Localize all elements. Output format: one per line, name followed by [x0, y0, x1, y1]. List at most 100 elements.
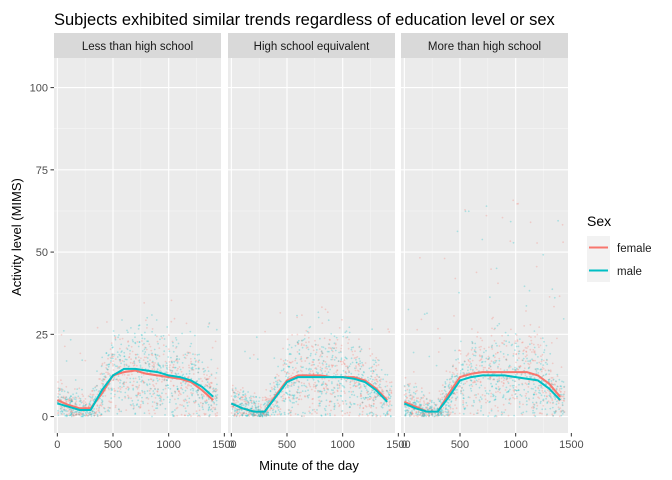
scatter-point — [168, 401, 171, 404]
scatter-point — [551, 288, 554, 291]
scatter-point — [112, 364, 114, 367]
scatter-point — [474, 377, 476, 380]
scatter-point — [91, 410, 94, 413]
scatter-point — [103, 375, 106, 378]
scatter-point — [269, 394, 272, 397]
scatter-point — [347, 369, 350, 372]
scatter-point — [201, 361, 204, 364]
scatter-point — [532, 349, 535, 351]
scatter-point — [437, 351, 440, 353]
scatter-point — [205, 402, 207, 405]
scatter-point — [453, 315, 455, 317]
scatter-point — [101, 400, 104, 403]
scatter-point — [461, 368, 464, 371]
scatter-point — [248, 413, 251, 416]
scatter-point — [318, 402, 321, 405]
scatter-point — [118, 366, 120, 368]
scatter-point — [292, 394, 295, 397]
scatter-point — [192, 392, 194, 395]
scatter-point — [170, 371, 173, 374]
scatter-point — [123, 355, 126, 358]
scatter-point — [280, 369, 283, 372]
scatter-point — [172, 345, 175, 347]
scatter-point — [253, 415, 256, 417]
scatter-point — [477, 412, 479, 414]
scatter-point — [267, 414, 269, 416]
scatter-point — [440, 413, 442, 416]
scatter-point — [369, 392, 372, 395]
scatter-point — [154, 362, 156, 364]
scatter-point — [346, 366, 349, 369]
scatter-point — [307, 336, 310, 339]
scatter-point — [384, 414, 387, 416]
scatter-point — [70, 412, 73, 415]
scatter-point — [332, 392, 334, 394]
scatter-point — [105, 364, 108, 366]
scatter-point — [140, 400, 143, 403]
scatter-point — [75, 411, 78, 413]
scatter-point — [318, 390, 321, 392]
scatter-point — [318, 358, 320, 361]
scatter-point — [215, 396, 218, 398]
scatter-point — [496, 351, 499, 354]
scatter-point — [113, 376, 116, 379]
scatter-point — [259, 408, 262, 411]
scatter-point — [533, 406, 535, 409]
scatter-point — [330, 389, 333, 391]
scatter-point — [559, 387, 561, 390]
scatter-point — [85, 403, 88, 405]
scatter-point — [334, 342, 337, 345]
scatter-point — [305, 329, 308, 332]
scatter-point — [511, 368, 514, 371]
scatter-point — [325, 383, 328, 386]
scatter-point — [496, 378, 499, 381]
scatter-point — [357, 363, 360, 365]
scatter-point — [108, 410, 110, 413]
scatter-point — [516, 373, 518, 375]
scatter-point — [497, 386, 500, 388]
scatter-point — [80, 415, 83, 418]
scatter-point — [412, 402, 414, 404]
scatter-point — [413, 401, 416, 403]
scatter-point — [466, 380, 468, 383]
scatter-point — [276, 384, 279, 387]
scatter-point — [476, 412, 478, 415]
scatter-point — [532, 409, 534, 412]
scatter-point — [348, 414, 351, 417]
scatter-point — [132, 340, 135, 343]
scatter-point — [69, 338, 72, 341]
scatter-point — [110, 357, 113, 360]
scatter-point — [190, 385, 193, 387]
scatter-point — [180, 382, 182, 385]
x-tick-label: 1500 — [212, 439, 236, 451]
scatter-point — [501, 412, 504, 415]
scatter-point — [168, 368, 171, 371]
scatter-point — [382, 392, 385, 395]
scatter-point — [75, 392, 78, 395]
scatter-point — [163, 378, 166, 380]
scatter-point — [506, 380, 509, 383]
scatter-point — [102, 382, 104, 385]
scatter-point — [180, 386, 183, 389]
x-tick-label: 500 — [451, 439, 469, 451]
scatter-point — [64, 415, 67, 417]
scatter-point — [455, 358, 457, 361]
scatter-point — [436, 415, 439, 418]
scatter-point — [488, 412, 491, 414]
scatter-point — [161, 402, 164, 405]
scatter-point — [537, 386, 539, 389]
scatter-point — [317, 316, 320, 319]
scatter-point — [522, 359, 524, 362]
scatter-point — [408, 389, 411, 391]
scatter-point — [325, 386, 328, 388]
scatter-point — [319, 390, 322, 392]
scatter-point — [132, 384, 135, 387]
scatter-point — [257, 406, 260, 408]
scatter-point — [389, 403, 391, 406]
scatter-point — [434, 414, 437, 417]
scatter-point — [478, 359, 481, 362]
scatter-point — [148, 362, 150, 365]
scatter-point — [180, 370, 183, 373]
scatter-point — [498, 345, 501, 347]
scatter-point — [109, 387, 112, 390]
